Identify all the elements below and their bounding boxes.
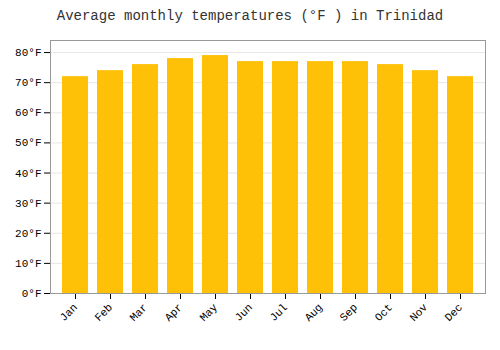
html-text:Average monthly temperatures (: Average monthly temperatures (°F ) in Tr…	[56, 8, 444, 24]
svg-text:May: May	[198, 301, 221, 324]
svg-text:20°F: 20°F	[15, 228, 41, 240]
svg-text:Apr: Apr	[163, 301, 185, 323]
svg-text:50°F: 50°F	[15, 137, 41, 149]
svg-text:Feb: Feb	[93, 301, 115, 323]
svg-text:10°F: 10°F	[15, 258, 41, 270]
svg-text:Aug: Aug	[303, 301, 325, 323]
svg-text:Mar: Mar	[128, 301, 150, 323]
svg-text:Nov: Nov	[408, 301, 431, 324]
svg-text:0°F: 0°F	[22, 288, 42, 300]
svg-text:Oct: Oct	[373, 301, 395, 323]
svg-text:Sep: Sep	[338, 301, 360, 323]
svg-text:Jun: Jun	[233, 301, 255, 323]
svg-text:80°F: 80°F	[15, 47, 41, 59]
svg-text:Jan: Jan	[58, 301, 80, 323]
svg-text:70°F: 70°F	[15, 77, 41, 89]
svg-text:60°F: 60°F	[15, 107, 41, 119]
svg-text:30°F: 30°F	[15, 198, 41, 210]
svg-text:Dec: Dec	[443, 301, 465, 323]
svg-text:Jul: Jul	[268, 301, 290, 323]
svg-text:40°F: 40°F	[15, 168, 41, 180]
